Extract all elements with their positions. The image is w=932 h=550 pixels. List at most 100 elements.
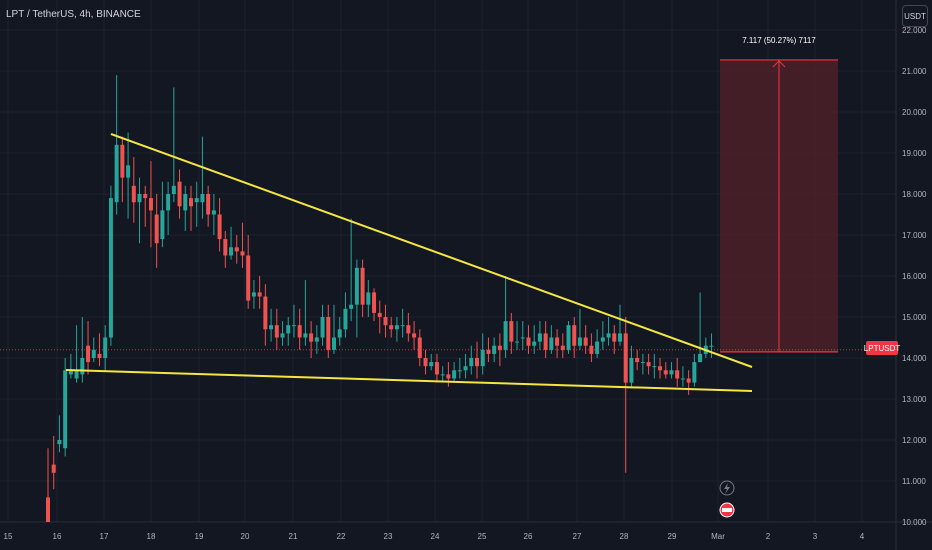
candle-body[interactable] [686, 378, 691, 383]
candle-body[interactable] [623, 333, 628, 383]
candle-body[interactable] [440, 374, 445, 376]
candle-body[interactable] [217, 214, 222, 240]
candle-body[interactable] [332, 337, 336, 350]
candle-body[interactable] [612, 333, 617, 342]
candle-body[interactable] [189, 198, 193, 207]
candle-body[interactable] [366, 292, 371, 305]
candle-body[interactable] [635, 358, 640, 363]
candle-body[interactable] [618, 333, 622, 342]
candle-body[interactable] [400, 325, 405, 327]
candle-body[interactable] [497, 345, 502, 350]
candle-body[interactable] [337, 329, 342, 338]
candle-body[interactable] [526, 337, 531, 346]
candle-body[interactable] [669, 370, 674, 375]
candle-body[interactable] [675, 370, 680, 379]
candle-body[interactable] [154, 214, 159, 244]
candle-body[interactable] [171, 185, 176, 194]
candle-body[interactable] [114, 144, 119, 203]
candle-body[interactable] [640, 362, 645, 364]
candle-body[interactable] [486, 349, 491, 354]
candle-body[interactable] [183, 194, 188, 211]
candle-body[interactable] [429, 362, 434, 367]
candle-body[interactable] [658, 366, 663, 371]
candle-body[interactable] [480, 349, 485, 367]
candle-body[interactable] [286, 325, 291, 334]
candle-body[interactable] [457, 370, 462, 372]
candle-body[interactable] [246, 255, 251, 301]
candle-body[interactable] [452, 370, 457, 379]
currency-selector[interactable]: USDT [902, 5, 928, 27]
candle-body[interactable] [314, 337, 319, 342]
candle-body[interactable] [492, 345, 497, 354]
candle-body[interactable] [646, 362, 651, 367]
candle-body[interactable] [434, 362, 439, 375]
candle-body[interactable] [680, 378, 685, 380]
flash-event-icon[interactable] [719, 480, 735, 496]
candle-body[interactable] [206, 194, 211, 215]
candle-body[interactable] [503, 321, 508, 350]
candle-body[interactable] [560, 345, 565, 350]
candle-body[interactable] [291, 325, 296, 327]
candle-body[interactable] [80, 358, 85, 375]
trendline-resistance[interactable] [110, 133, 753, 368]
candle-body[interactable] [303, 333, 308, 338]
candle-body[interactable] [143, 194, 148, 199]
candle-body[interactable] [200, 194, 205, 203]
candle-body[interactable] [543, 333, 548, 350]
candle-body[interactable] [251, 292, 256, 297]
candle-body[interactable] [120, 144, 125, 178]
candle-body[interactable] [240, 251, 245, 256]
candle-body[interactable] [566, 325, 571, 350]
candle-body[interactable] [126, 165, 131, 178]
candle-body[interactable] [297, 325, 302, 338]
candle-body[interactable] [475, 358, 479, 367]
candle-body[interactable] [469, 358, 474, 367]
candle-body[interactable] [549, 337, 554, 350]
candle-body[interactable] [692, 362, 697, 383]
candle-body[interactable] [412, 333, 417, 338]
candle-body[interactable] [532, 341, 537, 346]
candle-body[interactable] [537, 333, 542, 342]
candle-body[interactable] [343, 308, 348, 330]
candle-body[interactable] [309, 333, 314, 342]
candle-body[interactable] [166, 194, 171, 211]
candle-body[interactable] [211, 210, 216, 215]
candle-body[interactable] [57, 440, 62, 445]
candle-body[interactable] [595, 341, 600, 354]
candle-body[interactable] [86, 345, 91, 363]
candle-body[interactable] [377, 312, 382, 317]
candle-body[interactable] [555, 337, 560, 346]
candle-body[interactable] [515, 341, 520, 343]
candle-body[interactable] [463, 366, 468, 371]
candle-body[interactable] [74, 370, 79, 379]
candle-body[interactable] [417, 337, 422, 359]
candle-body[interactable] [263, 296, 268, 330]
candle-body[interactable] [326, 317, 331, 350]
candle-body[interactable] [97, 353, 102, 358]
candle-body[interactable] [446, 374, 451, 379]
candle-body[interactable] [389, 325, 394, 330]
candle-body[interactable] [46, 497, 50, 522]
candle-body[interactable] [137, 194, 142, 203]
candle-body[interactable] [572, 325, 577, 346]
candle-body[interactable] [91, 349, 96, 358]
candle-body[interactable] [663, 370, 668, 375]
candle-body[interactable] [108, 198, 113, 338]
symbol-title[interactable]: LPT / TetherUS, 4h, BINANCE [6, 9, 141, 20]
candle-body[interactable] [234, 247, 239, 252]
candle-body[interactable] [177, 181, 182, 207]
trendline-support[interactable] [65, 369, 753, 392]
candle-body[interactable] [372, 292, 377, 313]
candle-body[interactable] [698, 353, 703, 363]
candle-body[interactable] [509, 321, 514, 342]
candle-body[interactable] [583, 337, 588, 346]
candle-body[interactable] [103, 337, 108, 359]
candle-body[interactable] [354, 267, 359, 305]
candle-body[interactable] [131, 185, 136, 203]
candle-body[interactable] [223, 239, 228, 256]
candle-body[interactable] [406, 325, 411, 334]
candle-body[interactable] [394, 325, 399, 330]
candle-body[interactable] [51, 464, 56, 473]
candle-body[interactable] [423, 358, 428, 367]
